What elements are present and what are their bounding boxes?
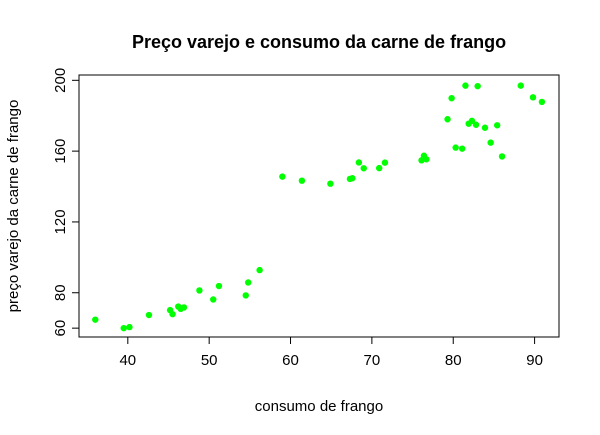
data-point	[355, 159, 363, 166]
data-point	[298, 177, 306, 184]
data-point	[279, 173, 286, 180]
data-point	[452, 144, 459, 151]
data-point	[529, 94, 537, 101]
data-point	[210, 296, 217, 303]
data-point	[145, 311, 153, 319]
x-axis-label: consumo de frango	[255, 398, 383, 415]
data-point	[120, 324, 127, 332]
data-point	[381, 159, 389, 166]
y-tick-label: 160	[52, 139, 69, 164]
data-point	[180, 304, 188, 311]
data-point	[245, 279, 252, 286]
y-tick-label: 80	[52, 284, 69, 301]
data-point	[196, 287, 203, 294]
data-point	[92, 316, 99, 323]
x-axis: 40 50 60 70 80 90	[119, 336, 543, 369]
data-point	[458, 145, 466, 152]
data-points	[92, 82, 546, 332]
y-tick-label: 200	[52, 68, 69, 93]
data-point	[169, 310, 176, 318]
x-tick-label: 50	[201, 352, 218, 369]
data-point	[468, 117, 476, 125]
data-point	[360, 165, 367, 172]
data-point	[462, 82, 469, 89]
data-point	[517, 82, 524, 89]
data-point	[498, 153, 506, 160]
data-point	[493, 122, 501, 129]
y-tick-label: 120	[52, 209, 69, 234]
data-point	[376, 164, 383, 172]
data-point	[242, 292, 249, 299]
plot-frame	[78, 74, 560, 338]
x-tick-label: 40	[119, 352, 136, 369]
data-point	[481, 124, 489, 131]
x-tick-label: 90	[526, 352, 543, 369]
data-point	[126, 323, 133, 331]
data-point	[256, 266, 263, 274]
data-point	[444, 116, 451, 123]
data-point	[423, 156, 430, 163]
data-point	[474, 82, 481, 90]
data-point	[448, 94, 455, 102]
chart-title: Preço varejo e consumo da carne de frang…	[132, 32, 506, 52]
y-axis: 60 80 120 160 200	[52, 68, 80, 337]
data-point	[215, 282, 223, 290]
data-point	[349, 175, 356, 182]
data-point	[327, 180, 334, 187]
data-point	[538, 98, 546, 106]
x-tick-label: 60	[282, 352, 299, 369]
y-tick-label: 60	[52, 320, 69, 337]
y-axis-label: preço varejo da carne de frango	[5, 100, 22, 313]
x-tick-label: 70	[364, 352, 381, 369]
data-point	[472, 121, 480, 128]
x-tick-label: 80	[445, 352, 462, 369]
data-point	[487, 139, 494, 146]
